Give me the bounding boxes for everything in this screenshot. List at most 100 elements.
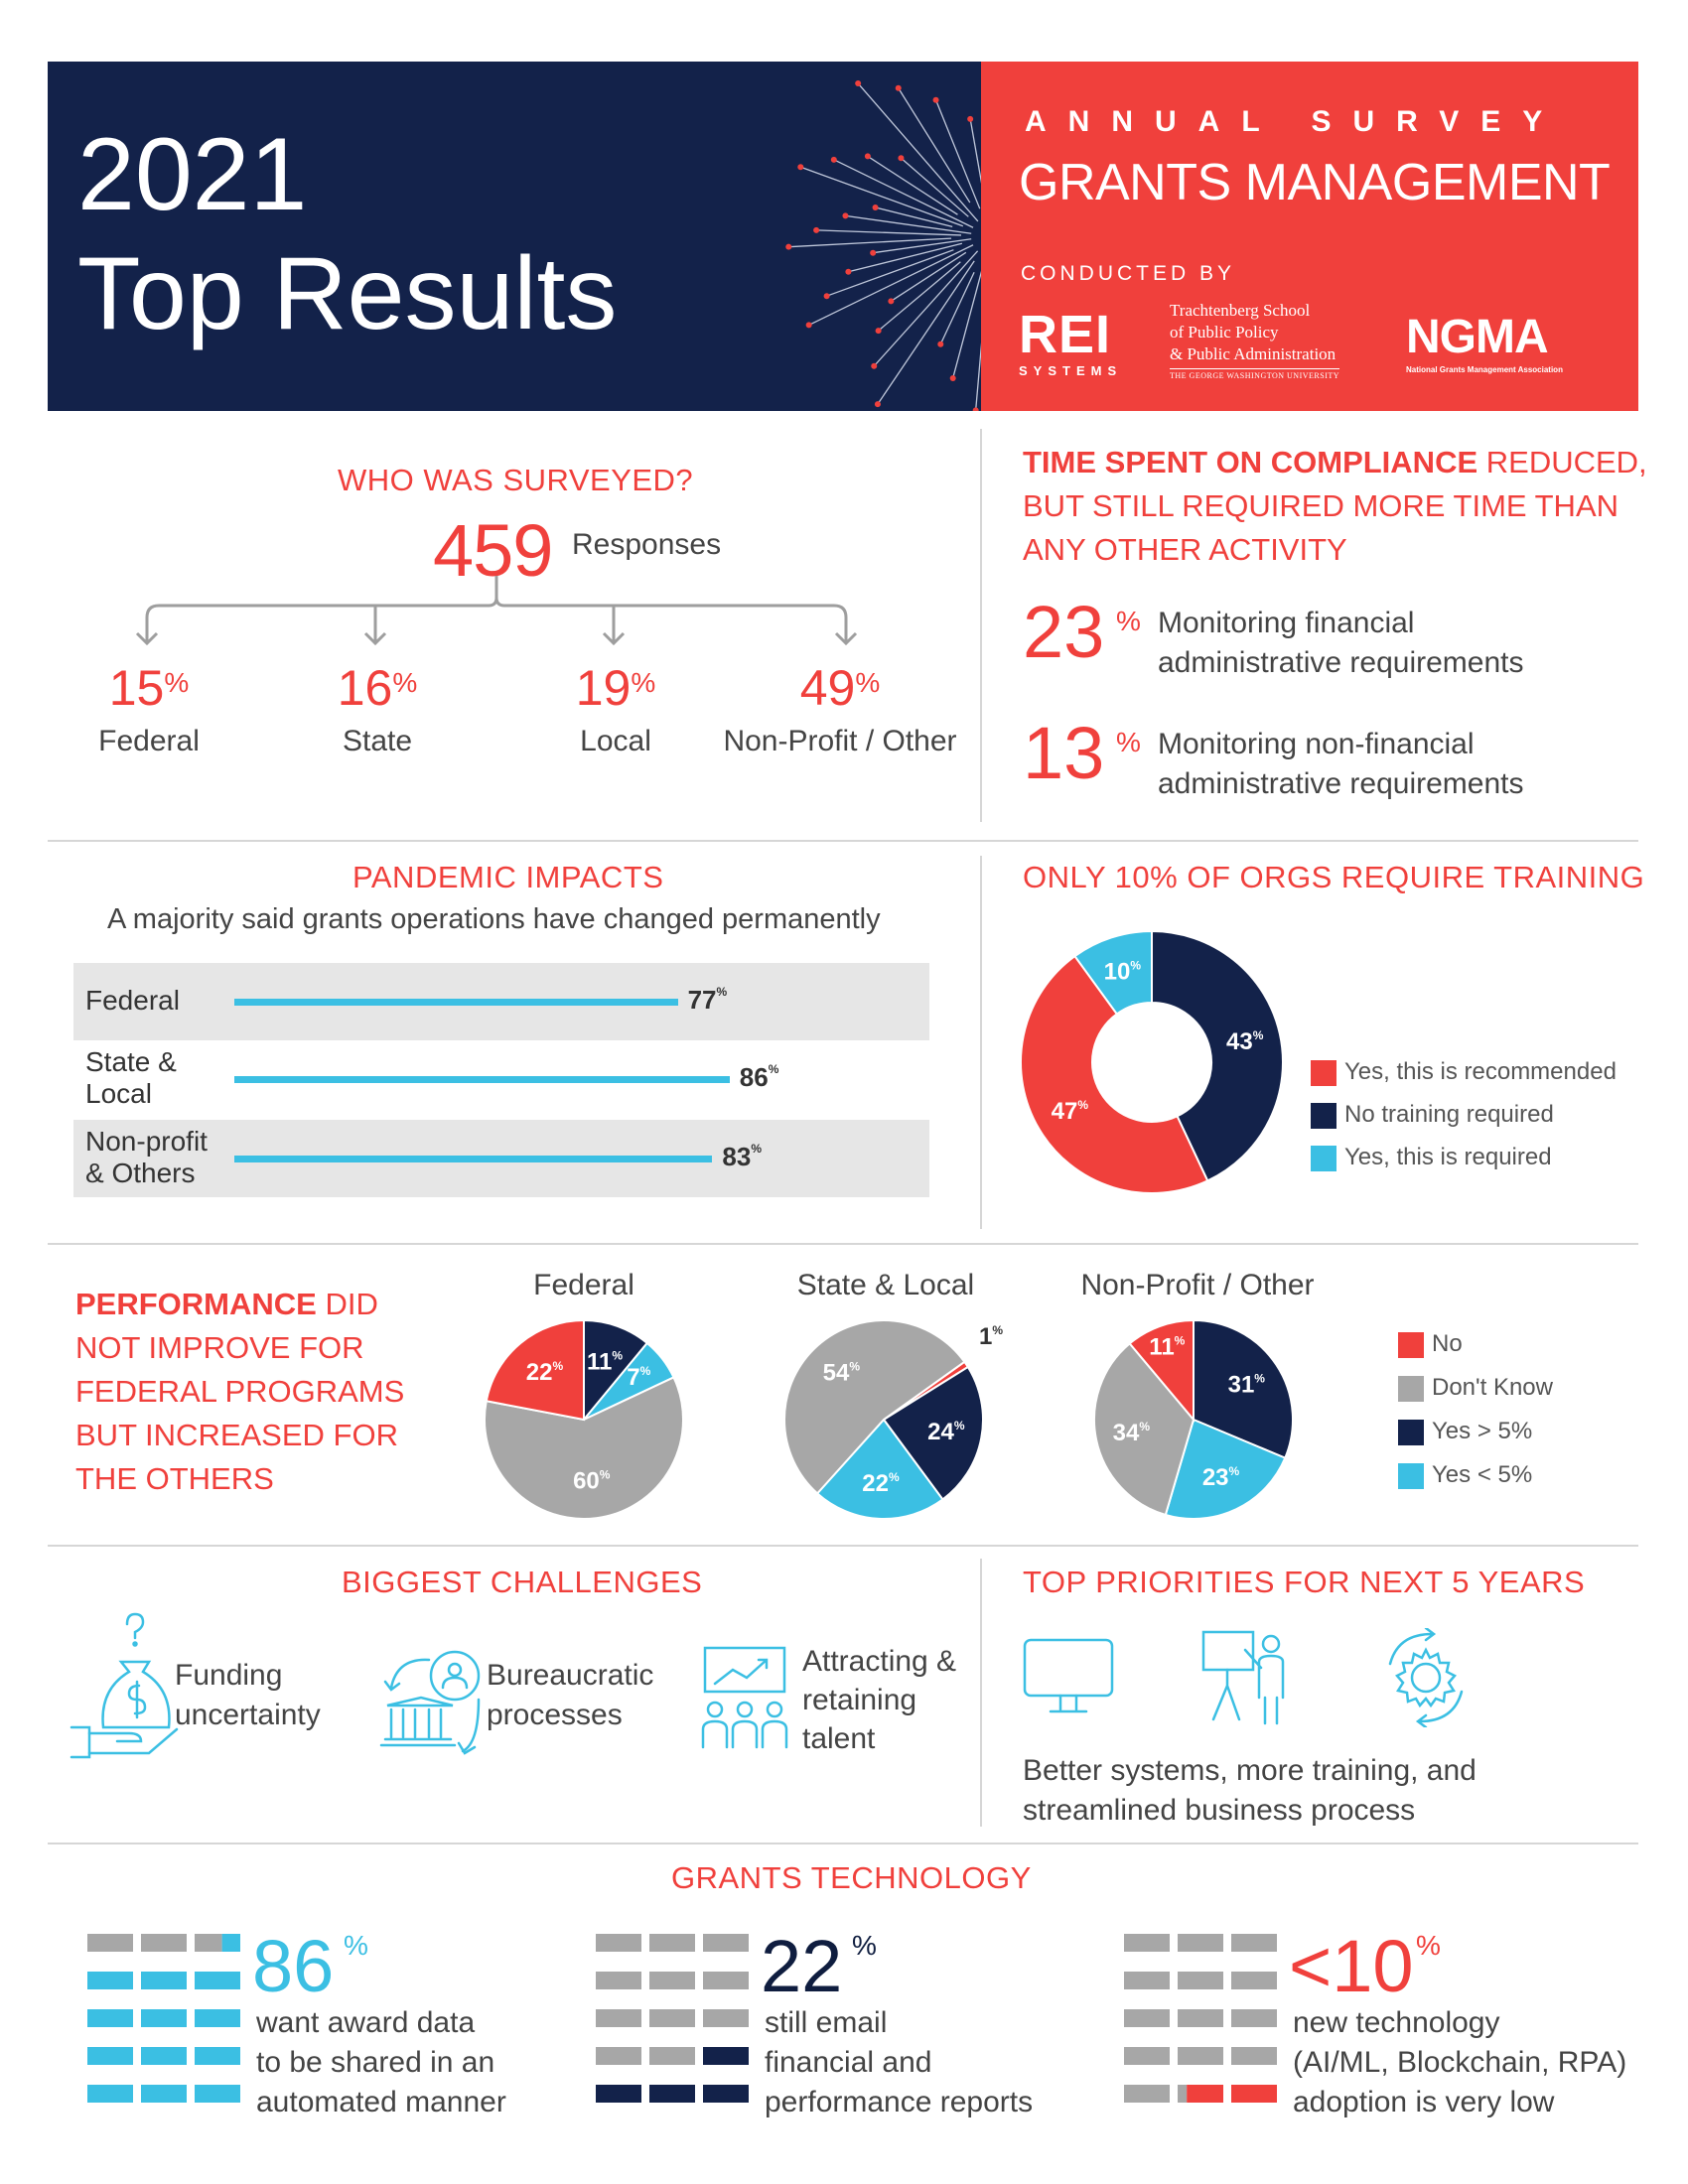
compliance-title-rest: REDUCED, [1477,445,1647,479]
burst-line [800,166,964,227]
burst-line [969,118,981,185]
compliance-title-strong: TIME SPENT ON COMPLIANCE [1023,445,1478,479]
challenge-talent: Attracting & retaining talent [802,1642,956,1758]
grid-cell [195,1934,222,1952]
legend-item: Yes, this is recommended [1311,1058,1617,1086]
pandemic-bar-value-text: 77 [687,985,717,1015]
grid-cell [649,1972,695,1989]
tech-unit: % [852,1930,877,1961]
gear-cycle-icon [1388,1628,1464,1727]
tech-value: 86 [252,1925,335,2007]
burst-node [805,322,812,329]
group-value: 16 [337,660,393,716]
yes-over-5-slice [583,1318,649,1423]
survey-label: ANNUAL SURVEY [1025,105,1565,138]
burst-line [848,242,963,273]
burst-line [875,206,953,227]
burst-node [895,84,902,91]
grid-cell [703,1972,749,1989]
legend-swatch [1311,1145,1336,1171]
grid-cell [1178,1934,1223,1952]
burst-line [878,261,961,332]
tech-value: 22 [761,1925,843,2007]
surveyed-group-local: 19% Local [556,659,675,758]
grid-cell [87,1972,133,1989]
burst-line [873,250,979,367]
surveyed-group-state: 16% State [318,659,437,758]
group-value: 49 [799,660,856,716]
bureaucracy-cycle-icon [379,1650,481,1755]
group-unit: % [392,667,418,698]
grid-cell [649,1934,695,1952]
presenter-training-icon [1201,1630,1285,1725]
legend-label: Yes > 5% [1432,1418,1533,1444]
divider-vertical-3 [980,1559,982,1827]
legend-swatch [1398,1462,1424,1489]
grid-cell [1231,2047,1277,2065]
grid-cell [1124,2047,1170,2065]
compliance-title: TIME SPENT ON COMPLIANCE REDUCED, BUT ST… [1023,441,1647,572]
compliance-line1: Monitoring financial [1158,607,1415,639]
burst-line [898,87,971,204]
pie-title-federal: Federal [533,1269,634,1301]
burst-node [845,268,852,275]
monitor-icon [1023,1638,1114,1713]
compliance-line2: administrative requirements [1158,646,1524,679]
pandemic-bar-value: 83% [722,1142,762,1172]
grid-cell [1124,1972,1170,1989]
challenge-line2: processes [487,1699,623,1731]
priorities-title: TOP PRIORITIES FOR NEXT 5 YEARS [1023,1565,1586,1599]
grid-cell [87,2047,133,2065]
network-graphic [785,80,981,411]
grid-cell [1231,1934,1277,1952]
grid-cell [87,2009,133,2027]
grid-cell [141,2009,187,2027]
no-training-slice [1151,929,1284,1182]
grid-cell [703,2085,749,2103]
burst-node [875,328,882,335]
priorities-line1: Better systems, more training, and [1023,1754,1477,1787]
burst-node [813,226,820,233]
grid-cell [596,1934,641,1952]
tech-line1: want award data [256,2006,476,2039]
no-slice [1128,1318,1195,1423]
gwu-line-4: THE GEORGE WASHINGTON UNIVERSITY [1170,368,1340,383]
grid-cell [195,2085,240,2103]
grid-cell [141,2085,187,2103]
responses-value: 459 [433,509,553,592]
burst-line [857,82,979,222]
burst-node [888,298,895,305]
title-banner: 2021 Top Results [48,62,981,411]
challenge-line2: retaining [802,1684,917,1716]
surveyed-group-federal: 15% Federal [89,659,209,758]
grid-cell [141,1972,187,1989]
legend-item: No [1398,1330,1463,1358]
burst-line [939,271,975,345]
legend-label: No training required [1344,1101,1554,1128]
compliance-line2: administrative requirements [1158,767,1524,800]
grid-cell [1124,2085,1170,2103]
title-year: 2021 [77,117,308,232]
challenge-line1: Funding [175,1659,283,1692]
training-title: ONLY 10% OF ORGS REQUIRE TRAINING [1023,860,1645,894]
pandemic-bar-label: Non-profit [85,1126,208,1157]
pandemic-title: PANDEMIC IMPACTS [352,860,664,894]
grid-cell [141,1934,187,1952]
group-unit: % [164,667,190,698]
grid-cell-part [1187,2085,1223,2103]
grid-cell [1178,2009,1223,2027]
compliance-value: 13 [1023,712,1105,794]
pie-chart-nonprofit: 31%23%34%11% [1093,1318,1294,1520]
challenge-line1: Bureaucratic [487,1659,654,1692]
burst-node [864,153,871,160]
yes-under-5-slice [815,1418,944,1520]
legend-label: No [1432,1330,1463,1357]
burst-node [830,156,837,163]
challenge-line3: talent [802,1722,876,1755]
dont-know-slice [783,1319,966,1495]
pie-chart-state-local: 1%24%22%54% [783,1319,1003,1520]
pandemic-bar [234,1156,713,1162]
pandemic-bar-value: 77% [688,985,728,1016]
legend-item: No training required [1311,1101,1554,1129]
legend-swatch [1311,1059,1336,1086]
